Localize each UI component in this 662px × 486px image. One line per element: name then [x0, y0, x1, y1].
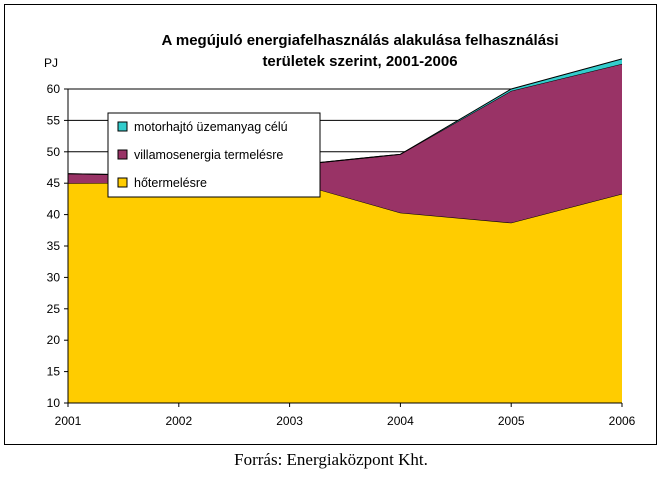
legend-swatch — [117, 121, 128, 132]
x-tick-label: 2005 — [498, 414, 525, 428]
y-tick-label: 15 — [47, 365, 61, 379]
y-tick-label: 10 — [47, 396, 61, 410]
y-tick-label: 25 — [47, 302, 61, 316]
x-tick-label: 2004 — [387, 414, 414, 428]
x-tick-label: 2003 — [276, 414, 303, 428]
legend-label: hőtermelésre — [134, 176, 207, 190]
y-tick-label: 40 — [47, 208, 61, 222]
y-tick-label: 60 — [47, 82, 61, 96]
legend-swatch — [117, 177, 128, 188]
x-tick-label: 2006 — [609, 414, 636, 428]
chart-title-line-1: A megújuló energiafelhasználás alakulása… — [161, 32, 559, 49]
chart-title: A megújuló energiafelhasználás alakulása… — [110, 30, 610, 72]
y-tick-label: 50 — [47, 145, 61, 159]
axes: 10 15 20 25 30 35 40 45 50 55 60 2001 2002 2003 2004 20… — [47, 82, 636, 428]
y-tick-label: 30 — [47, 270, 61, 284]
y-tick-label: 20 — [47, 333, 61, 347]
legend-label: villamosenergia termelésre — [134, 148, 283, 162]
legend: motorhajtó üzemanyag célú villamosenergia… — [107, 112, 321, 198]
area-series-1 — [68, 63, 622, 223]
y-tick-label: 55 — [47, 113, 61, 127]
legend-swatch — [117, 149, 128, 160]
area-series-0 — [68, 181, 622, 403]
legend-label: motorhajtó üzemanyag célú — [134, 120, 288, 134]
y-tick-label: 45 — [47, 176, 61, 190]
source-caption: Forrás: Energiaközpont Kht. — [234, 450, 428, 469]
y-tick-label: 35 — [47, 239, 61, 253]
stacked-areas — [67, 58, 623, 403]
x-tick-label: 2002 — [165, 414, 192, 428]
x-tick-label: 2001 — [55, 414, 82, 428]
y-axis-unit-label: PJ — [44, 56, 59, 70]
legend-box — [107, 112, 321, 198]
chart-title-line-2: területek szerint, 2001-2006 — [262, 53, 458, 70]
